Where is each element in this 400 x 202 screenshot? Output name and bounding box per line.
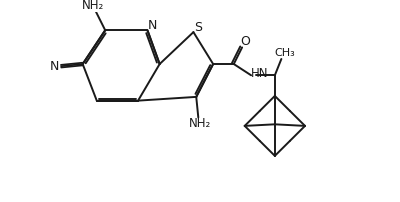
- Text: CH₃: CH₃: [275, 48, 296, 58]
- Text: N: N: [50, 60, 59, 73]
- Text: N: N: [148, 19, 157, 32]
- Text: NH₂: NH₂: [189, 118, 211, 130]
- Text: S: S: [194, 21, 202, 34]
- Text: O: O: [240, 35, 250, 48]
- Text: HN: HN: [251, 67, 268, 80]
- Text: NH₂: NH₂: [82, 0, 104, 12]
